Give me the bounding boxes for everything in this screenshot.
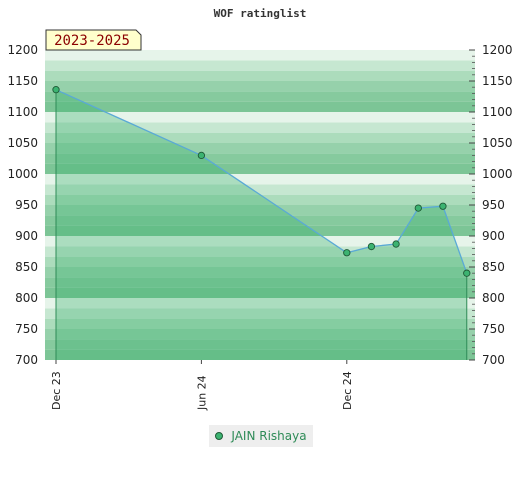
background-band bbox=[45, 101, 475, 112]
background-band bbox=[45, 205, 475, 216]
background-band bbox=[45, 277, 475, 288]
data-point bbox=[52, 86, 60, 94]
background-band bbox=[45, 339, 475, 350]
y-tick-label: 1150 bbox=[482, 74, 513, 88]
background-band bbox=[45, 91, 475, 102]
background-band bbox=[45, 236, 475, 247]
chart-title: WOF ratinglist bbox=[214, 7, 307, 20]
y-tick-label: 850 bbox=[482, 260, 505, 274]
background-band bbox=[45, 215, 475, 226]
background-band bbox=[45, 132, 475, 143]
data-point bbox=[343, 249, 351, 257]
y-axis-right: 700 750 800 850 900 950 1000 1050 1100 1150 1200 bbox=[469, 43, 513, 367]
background-band bbox=[45, 298, 475, 309]
background-band bbox=[45, 81, 475, 92]
background-band bbox=[45, 174, 475, 185]
x-axis: Dec 23 Jun 24 Dec 24 bbox=[50, 360, 354, 411]
x-tick-label: Jun 24 bbox=[195, 375, 208, 411]
y-tick-label: 1050 bbox=[7, 136, 38, 150]
background-band bbox=[45, 50, 475, 61]
background-band bbox=[45, 153, 475, 164]
y-tick-label: 1100 bbox=[7, 105, 38, 119]
y-tick-label: 1050 bbox=[482, 136, 513, 150]
data-point bbox=[197, 151, 206, 160]
background-band bbox=[45, 287, 475, 298]
y-tick-label: 800 bbox=[482, 291, 505, 305]
x-tick-label: Dec 23 bbox=[50, 371, 63, 410]
y-tick-label: 700 bbox=[482, 353, 505, 367]
y-tick-label: 1000 bbox=[7, 167, 38, 181]
y-tick-label: 1100 bbox=[482, 105, 513, 119]
y-tick-label: 1200 bbox=[7, 43, 38, 57]
background-band bbox=[45, 194, 475, 205]
y-axis-left: 700 750 800 850 900 950 1000 1050 1100 1150 1200 bbox=[7, 43, 38, 367]
y-tick-label: 900 bbox=[482, 229, 505, 243]
y-tick-label: 950 bbox=[482, 198, 505, 212]
y-tick-label: 1200 bbox=[482, 43, 513, 57]
background-band bbox=[45, 143, 475, 154]
legend: JAIN Rishaya bbox=[209, 425, 313, 447]
data-point bbox=[414, 204, 422, 212]
y-tick-label: 950 bbox=[15, 198, 38, 212]
background-band bbox=[45, 329, 475, 340]
period-label-box bbox=[45, 29, 142, 51]
x-tick-label: Dec 24 bbox=[341, 371, 354, 410]
data-point bbox=[463, 269, 471, 277]
data-point bbox=[367, 242, 376, 251]
y-tick-label: 850 bbox=[15, 260, 38, 274]
background-band bbox=[45, 267, 475, 278]
background-band bbox=[45, 112, 475, 123]
area-layer bbox=[52, 86, 471, 361]
y-tick-label: 800 bbox=[15, 291, 38, 305]
y-tick-label: 1150 bbox=[7, 74, 38, 88]
y-tick-label: 750 bbox=[15, 322, 38, 336]
background-band bbox=[45, 122, 475, 133]
period-label: 2023-2025 bbox=[45, 29, 142, 51]
background-band bbox=[45, 225, 475, 236]
background-band bbox=[45, 308, 475, 319]
background-band bbox=[45, 256, 475, 267]
background-bands bbox=[45, 50, 475, 360]
background-band bbox=[45, 349, 475, 360]
background-band bbox=[45, 163, 475, 174]
data-point bbox=[392, 240, 400, 248]
y-tick-label: 750 bbox=[482, 322, 505, 336]
background-band bbox=[45, 60, 475, 71]
y-tick-label: 1000 bbox=[482, 167, 513, 181]
series-area bbox=[56, 89, 467, 361]
background-band bbox=[45, 70, 475, 81]
background-band bbox=[45, 246, 475, 257]
series-line bbox=[55, 89, 468, 274]
period-label-text: 2023-2025 bbox=[54, 33, 130, 49]
background-band bbox=[45, 184, 475, 195]
legend-marker-icon bbox=[215, 432, 224, 440]
legend-series-name: JAIN Rishaya bbox=[231, 429, 307, 443]
data-point bbox=[439, 202, 447, 210]
y-tick-label: 700 bbox=[15, 353, 38, 367]
y-tick-label: 900 bbox=[15, 229, 38, 243]
background-band bbox=[45, 318, 475, 329]
